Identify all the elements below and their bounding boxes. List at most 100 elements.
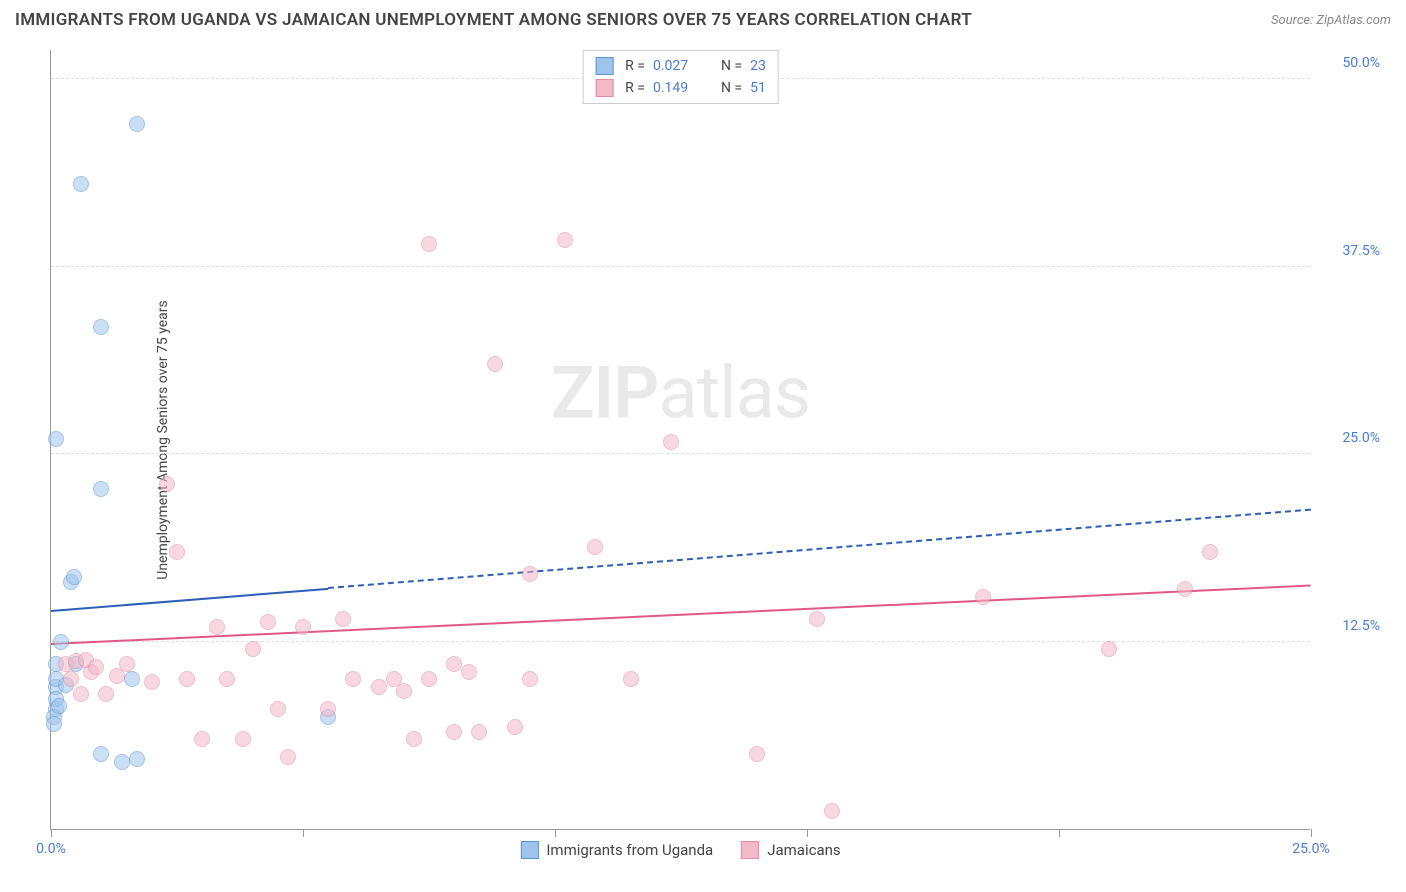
y-tick-label: 37.5%: [1320, 243, 1380, 259]
x-tick: [1311, 829, 1312, 837]
data-point: [93, 481, 109, 497]
data-point: [194, 731, 210, 747]
plot-area: Unemployment Among Seniors over 75 years…: [50, 50, 1310, 830]
data-point: [471, 724, 487, 740]
data-point: [1101, 641, 1117, 657]
data-point: [219, 671, 235, 687]
data-point: [46, 716, 62, 732]
y-tick-label: 12.5%: [1320, 618, 1380, 634]
legend-bottom: Immigrants from Uganda Jamaicans: [520, 841, 840, 859]
data-point: [270, 701, 286, 717]
legend-item: Jamaicans: [741, 841, 840, 859]
data-point: [159, 476, 175, 492]
data-point: [461, 664, 477, 680]
n-value: 51: [750, 80, 766, 96]
data-point: [129, 116, 145, 132]
data-point: [114, 754, 130, 770]
watermark-bold: ZIP: [551, 350, 658, 435]
data-point: [88, 659, 104, 675]
x-tick-label: 0.0%: [36, 841, 66, 857]
data-point: [169, 544, 185, 560]
legend-label: Immigrants from Uganda: [546, 841, 713, 859]
data-point: [235, 731, 251, 747]
legend-stats-row: R = 0.027 N = 23: [595, 55, 766, 77]
trend-line: [51, 587, 328, 611]
data-point: [245, 641, 261, 657]
x-tick: [555, 829, 556, 837]
x-tick: [51, 829, 52, 837]
data-point: [48, 431, 64, 447]
r-value: 0.027: [653, 58, 703, 74]
r-label: R =: [625, 58, 645, 74]
data-point: [93, 746, 109, 762]
chart-container: IMMIGRANTS FROM UGANDA VS JAMAICAN UNEMP…: [0, 0, 1406, 892]
data-point: [209, 619, 225, 635]
legend-label: Jamaicans: [767, 841, 840, 859]
data-point: [51, 698, 67, 714]
data-point: [824, 803, 840, 819]
legend-item: Immigrants from Uganda: [520, 841, 713, 859]
source-label: Source: ZipAtlas.com: [1271, 13, 1391, 28]
data-point: [144, 674, 160, 690]
data-point: [396, 683, 412, 699]
data-point: [109, 668, 125, 684]
data-point: [975, 589, 991, 605]
data-point: [522, 566, 538, 582]
data-point: [98, 686, 114, 702]
data-point: [371, 679, 387, 695]
data-point: [507, 719, 523, 735]
data-point: [124, 671, 140, 687]
data-point: [749, 746, 765, 762]
data-point: [73, 176, 89, 192]
data-point: [487, 356, 503, 372]
data-point: [63, 671, 79, 687]
data-point: [1202, 544, 1218, 560]
data-point: [295, 619, 311, 635]
y-tick-label: 25.0%: [1320, 430, 1380, 446]
r-label: R =: [625, 80, 645, 96]
y-axis-label: Unemployment Among Seniors over 75 years: [155, 300, 171, 580]
legend-stats-box: R = 0.027 N = 23 R = 0.149 N = 51: [582, 50, 779, 104]
data-point: [93, 319, 109, 335]
gridline: [51, 453, 1310, 454]
n-value: 23: [750, 58, 766, 74]
data-point: [446, 656, 462, 672]
data-point: [522, 671, 538, 687]
x-tick: [303, 829, 304, 837]
n-label: N =: [721, 80, 742, 96]
data-point: [446, 724, 462, 740]
title-bar: IMMIGRANTS FROM UGANDA VS JAMAICAN UNEMP…: [15, 10, 1391, 30]
data-point: [280, 749, 296, 765]
data-point: [335, 611, 351, 627]
data-point: [557, 232, 573, 248]
gridline: [51, 641, 1310, 642]
data-point: [587, 539, 603, 555]
data-point: [129, 751, 145, 767]
legend-stats-row: R = 0.149 N = 51: [595, 77, 766, 99]
legend-swatch-icon: [595, 79, 613, 97]
y-tick-label: 50.0%: [1320, 55, 1380, 71]
trend-line-dashed: [328, 509, 1311, 589]
n-label: N =: [721, 58, 742, 74]
x-tick: [807, 829, 808, 837]
data-point: [73, 686, 89, 702]
gridline: [51, 266, 1310, 267]
watermark: ZIPatlas: [551, 350, 810, 435]
data-point: [406, 731, 422, 747]
data-point: [1177, 581, 1193, 597]
data-point: [179, 671, 195, 687]
x-tick: [1059, 829, 1060, 837]
data-point: [623, 671, 639, 687]
data-point: [421, 671, 437, 687]
chart-title: IMMIGRANTS FROM UGANDA VS JAMAICAN UNEMP…: [15, 10, 972, 30]
watermark-rest: atlas: [658, 350, 810, 435]
data-point: [53, 634, 69, 650]
data-point: [421, 236, 437, 252]
x-tick-label: 25.0%: [1292, 841, 1330, 857]
r-value: 0.149: [653, 80, 703, 96]
data-point: [663, 434, 679, 450]
legend-swatch-icon: [595, 57, 613, 75]
legend-swatch-icon: [741, 841, 759, 859]
data-point: [320, 701, 336, 717]
data-point: [66, 569, 82, 585]
